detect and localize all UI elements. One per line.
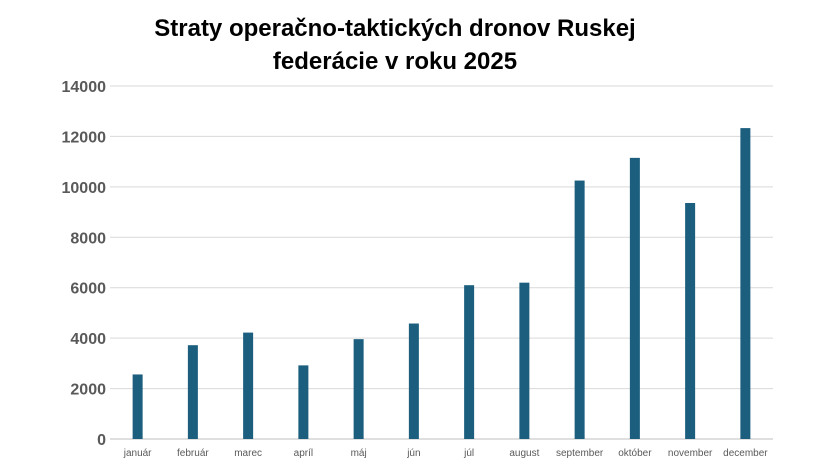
bar-10 xyxy=(629,157,640,439)
y-tick-label: 12000 xyxy=(62,129,107,146)
x-tick-label: november xyxy=(668,448,713,459)
y-tick-label: 4000 xyxy=(70,331,106,348)
y-tick-label: 8000 xyxy=(70,230,106,247)
bar-3 xyxy=(243,332,254,439)
x-tick-label: júl xyxy=(463,448,474,459)
y-tick-label: 0 xyxy=(97,432,106,449)
bar-1 xyxy=(132,374,143,439)
chart-title-line-1: Straty operačno-taktických dronov Ruskej xyxy=(154,15,636,42)
bar-4 xyxy=(298,365,309,439)
chart-title: Straty operačno-taktických dronov Ruskej… xyxy=(95,12,695,78)
bar-8 xyxy=(519,282,530,439)
x-tick-label: október xyxy=(618,448,652,459)
x-tick-label: február xyxy=(177,448,209,459)
bar-11 xyxy=(685,202,696,439)
y-tick-label: 2000 xyxy=(70,382,106,399)
y-axis: 0 2000 4000 6000 8000 10000 12000 14000 xyxy=(62,79,107,449)
bar-2 xyxy=(187,345,198,439)
y-tick-label: 10000 xyxy=(62,180,107,197)
y-tick-label: 14000 xyxy=(62,79,107,96)
bar-7 xyxy=(464,285,475,439)
bar-5 xyxy=(353,339,364,439)
bar-6 xyxy=(408,323,419,439)
x-tick-label: september xyxy=(556,448,604,459)
x-tick-label: apríl xyxy=(294,448,313,459)
chart-title-line-2: federácie v roku 2025 xyxy=(272,48,518,75)
x-tick-label: jún xyxy=(406,448,420,459)
bar-12 xyxy=(740,128,751,440)
x-tick-label: december xyxy=(723,448,768,459)
x-tick-label: marec xyxy=(234,448,262,459)
y-tick-label: 6000 xyxy=(70,281,106,298)
gridlines xyxy=(110,85,773,440)
bar-9 xyxy=(574,180,585,439)
x-tick-label: január xyxy=(123,448,152,459)
x-tick-label: máj xyxy=(351,448,367,459)
bars xyxy=(132,128,751,440)
x-axis: január február marec apríl máj jún júl august se… xyxy=(123,448,769,459)
x-tick-label: august xyxy=(509,448,539,459)
